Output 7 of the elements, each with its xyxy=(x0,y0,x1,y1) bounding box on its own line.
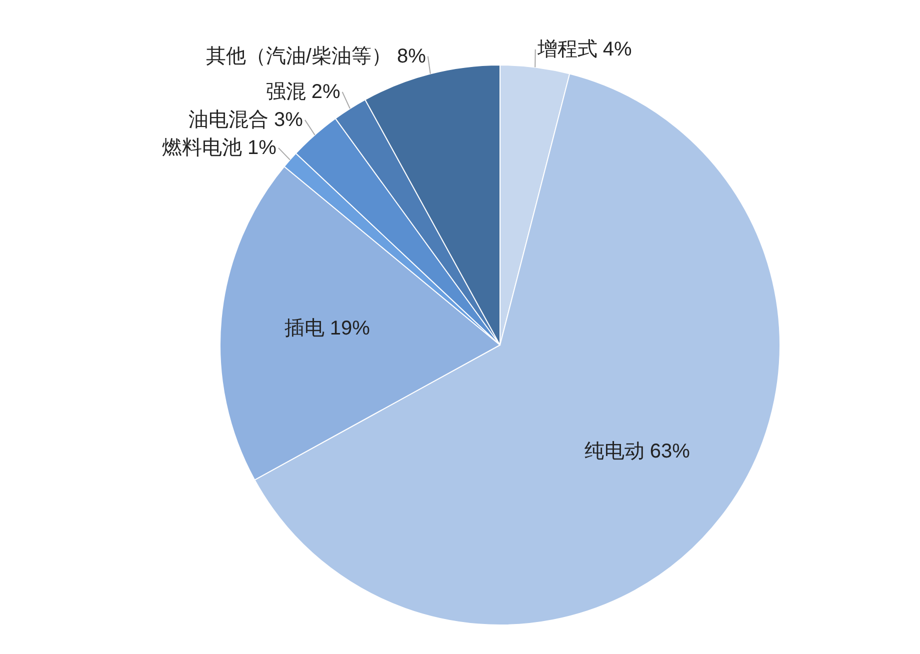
slice-label: 其他（汽油/柴油等） 8% xyxy=(206,45,426,68)
slice-label: 油电混合 3% xyxy=(188,108,304,131)
slice-label: 插电 19% xyxy=(284,318,370,340)
slice-label: 纯电动 63% xyxy=(584,440,690,462)
slice-label: 燃料电池 1% xyxy=(162,136,277,159)
slice-label: 强混 2% xyxy=(266,80,341,103)
slice-label: 增程式 4% xyxy=(536,38,632,60)
